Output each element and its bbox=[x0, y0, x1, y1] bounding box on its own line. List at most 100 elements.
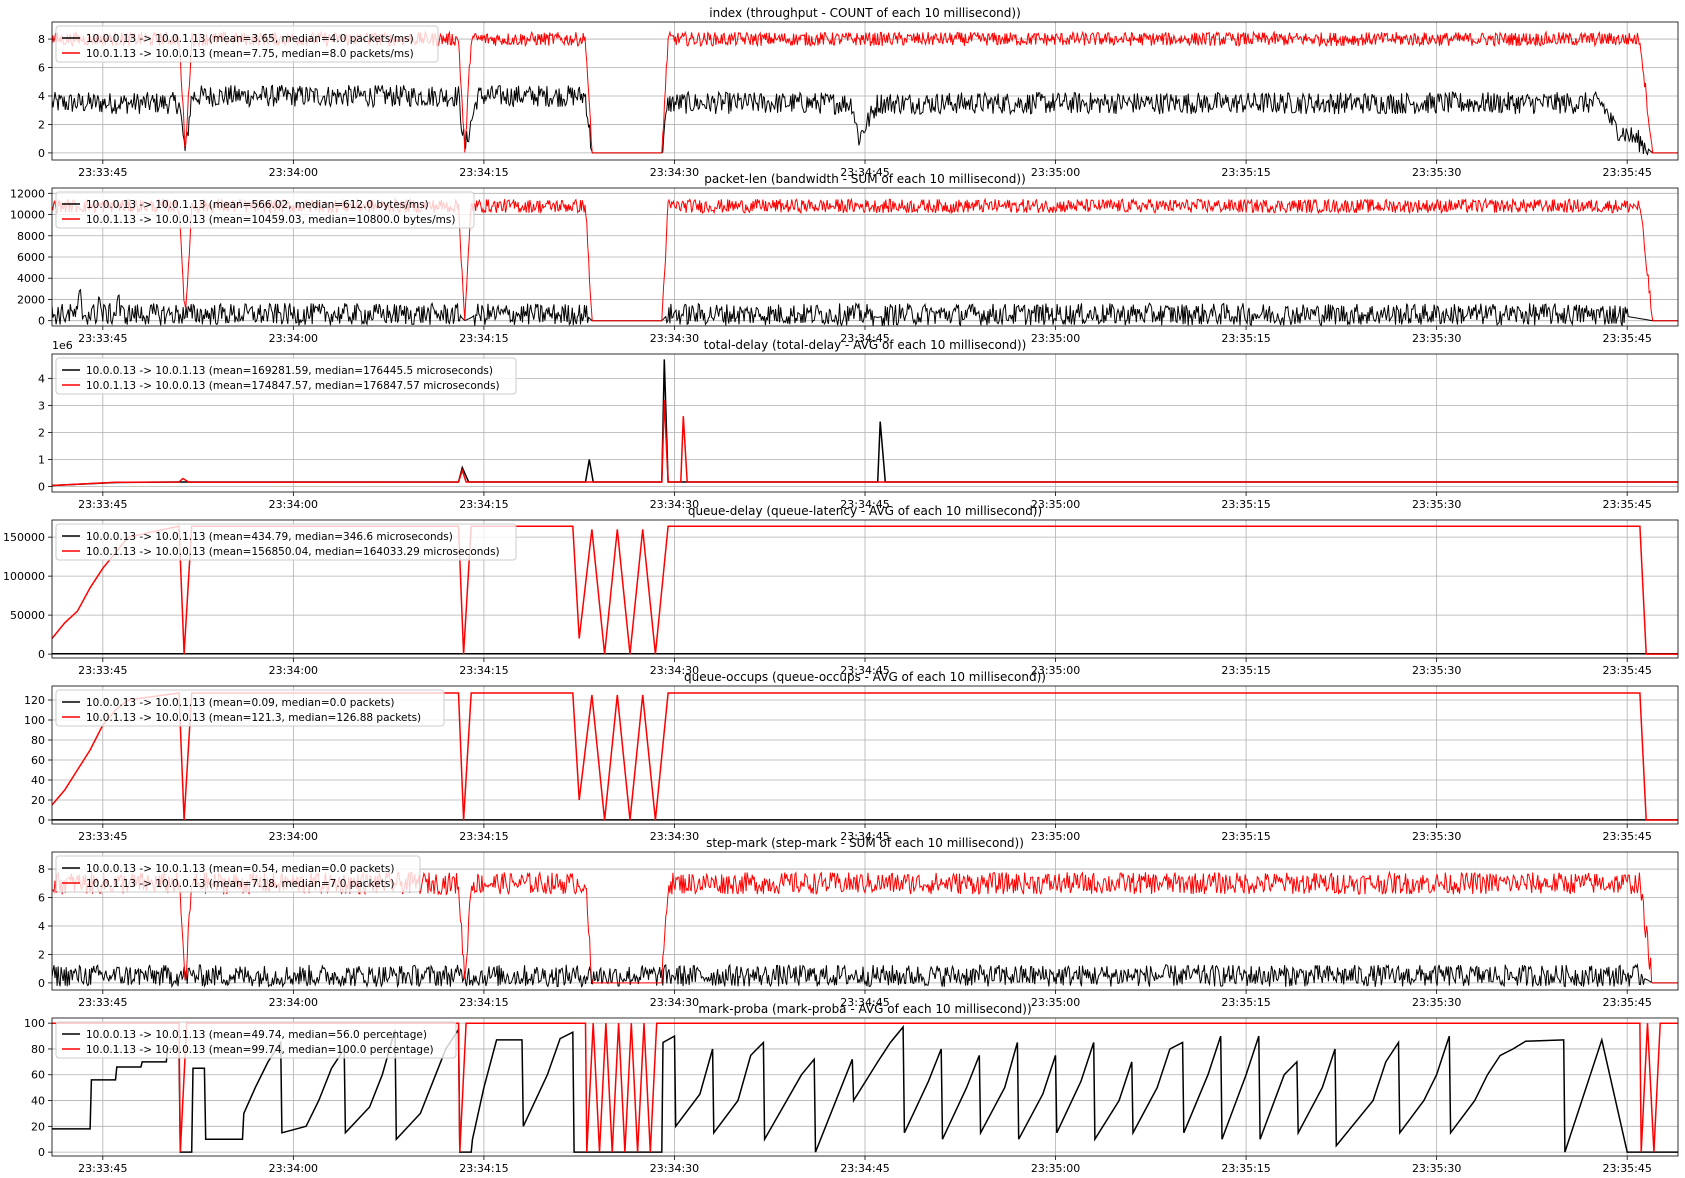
legend: 10.0.0.13 -> 10.0.1.13 (mean=0.09, media… bbox=[55, 689, 445, 727]
x-tick-label: 23:35:30 bbox=[1412, 166, 1461, 179]
legend: 10.0.0.13 -> 10.0.1.13 (mean=169281.59, … bbox=[55, 357, 517, 395]
x-tick-label: 23:35:45 bbox=[1602, 498, 1651, 511]
y-tick-label: 100000 bbox=[3, 570, 45, 583]
x-tick-label: 23:34:45 bbox=[840, 830, 889, 843]
x-tick-label: 23:34:15 bbox=[459, 498, 508, 511]
plot-frame bbox=[51, 685, 1679, 825]
panel-title: packet-len (bandwidth - SUM of each 10 m… bbox=[704, 172, 1026, 186]
panel-3: 0 1 2 3 4 23:33:45 23:34:00 23:34:15 23:34:30 23:… bbox=[38, 338, 1679, 511]
x-tick-label: 23:35:45 bbox=[1602, 996, 1651, 1009]
x-tick-label: 23:34:15 bbox=[459, 1162, 508, 1175]
x-tick-label: 23:33:45 bbox=[78, 498, 127, 511]
x-tick-label: 23:35:45 bbox=[1602, 830, 1651, 843]
legend-label: 10.0.0.13 -> 10.0.1.13 (mean=3.65, media… bbox=[86, 33, 414, 45]
x-tick-label: 23:33:45 bbox=[78, 1162, 127, 1175]
y-tick-label: 20 bbox=[31, 794, 45, 807]
panel-title: step-mark (step-mark - SUM of each 10 mi… bbox=[706, 836, 1024, 850]
x-tick-label: 23:35:45 bbox=[1602, 332, 1651, 345]
x-tick-label: 23:34:00 bbox=[269, 166, 318, 179]
legend-label: 10.0.1.13 -> 10.0.0.13 (mean=99.74, medi… bbox=[86, 1044, 434, 1056]
legend-label: 10.0.0.13 -> 10.0.1.13 (mean=169281.59, … bbox=[86, 365, 493, 377]
x-tick-label: 23:35:15 bbox=[1221, 166, 1270, 179]
legend-label: 10.0.1.13 -> 10.0.0.13 (mean=7.18, media… bbox=[86, 878, 394, 890]
x-tick-label: 23:33:45 bbox=[78, 166, 127, 179]
x-tick-label: 23:34:45 bbox=[840, 498, 889, 511]
panel-title: total-delay (total-delay - AVG of each 1… bbox=[704, 338, 1027, 352]
x-tick-label: 23:34:30 bbox=[650, 996, 699, 1009]
panel-title: queue-delay (queue-latency - AVG of each… bbox=[688, 504, 1042, 518]
y-tick-label: 20 bbox=[31, 1120, 45, 1133]
x-tick-label: 23:34:45 bbox=[840, 664, 889, 677]
x-tick-label: 23:35:15 bbox=[1221, 332, 1270, 345]
y-tick-label: 0 bbox=[38, 147, 45, 160]
series-line-1 bbox=[52, 288, 1678, 326]
legend-box bbox=[55, 191, 475, 229]
y-tick-label: 80 bbox=[31, 1043, 45, 1056]
y-tick-label: 3 bbox=[38, 399, 45, 412]
panel-6: 0 2 4 6 8 23:33:45 23:34:00 23:34:15 23:34:30 23:… bbox=[38, 836, 1679, 1009]
y-tick-label: 100 bbox=[24, 1017, 45, 1030]
panel-title: index (throughput - COUNT of each 10 mil… bbox=[709, 6, 1021, 20]
x-tick-label: 23:34:15 bbox=[459, 830, 508, 843]
y-tick-label: 0 bbox=[38, 315, 45, 328]
legend: 10.0.0.13 -> 10.0.1.13 (mean=49.74, medi… bbox=[55, 1021, 457, 1059]
panel-1: 0 2 4 6 8 23:33:45 23:34:00 23:34:15 23:34:30 23:… bbox=[38, 6, 1679, 179]
x-tick-label: 23:34:30 bbox=[650, 1162, 699, 1175]
x-tick-label: 23:34:30 bbox=[650, 332, 699, 345]
x-tick-label: 23:34:00 bbox=[269, 498, 318, 511]
legend: 10.0.0.13 -> 10.0.1.13 (mean=3.65, media… bbox=[55, 25, 439, 63]
x-tick-label: 23:33:45 bbox=[78, 996, 127, 1009]
y-tick-label: 6000 bbox=[17, 251, 45, 264]
x-tick-label: 23:35:15 bbox=[1221, 498, 1270, 511]
y-tick-label: 0 bbox=[38, 481, 45, 494]
x-tick-label: 23:34:30 bbox=[650, 830, 699, 843]
legend-box bbox=[55, 357, 517, 395]
y-tick-label: 40 bbox=[31, 774, 45, 787]
x-tick-label: 23:35:00 bbox=[1031, 996, 1080, 1009]
legend-label: 10.0.1.13 -> 10.0.0.13 (mean=121.3, medi… bbox=[86, 712, 421, 724]
series-line-1 bbox=[52, 84, 1678, 156]
x-tick-label: 23:35:00 bbox=[1031, 332, 1080, 345]
x-tick-label: 23:33:45 bbox=[78, 332, 127, 345]
x-tick-label: 23:34:45 bbox=[840, 996, 889, 1009]
legend-label: 10.0.1.13 -> 10.0.0.13 (mean=174847.57, … bbox=[86, 380, 500, 392]
y-tick-label: 8 bbox=[38, 33, 45, 46]
y-tick-label: 2000 bbox=[17, 293, 45, 306]
y-tick-label: 50000 bbox=[10, 609, 45, 622]
plot-frame bbox=[51, 187, 1679, 327]
y-tick-label: 100 bbox=[24, 714, 45, 727]
x-tick-label: 23:34:15 bbox=[459, 166, 508, 179]
legend-box bbox=[55, 25, 439, 63]
y-tick-label: 80 bbox=[31, 734, 45, 747]
x-tick-label: 23:34:45 bbox=[840, 332, 889, 345]
x-tick-label: 23:34:15 bbox=[459, 332, 508, 345]
x-tick-label: 23:34:30 bbox=[650, 498, 699, 511]
x-tick-label: 23:34:00 bbox=[269, 1162, 318, 1175]
y-tick-label: 12000 bbox=[10, 187, 45, 200]
legend-box bbox=[55, 855, 421, 893]
y-offset-label: 1e6 bbox=[52, 339, 73, 352]
x-tick-label: 23:34:00 bbox=[269, 996, 318, 1009]
y-tick-label: 4 bbox=[38, 90, 45, 103]
x-tick-label: 23:34:15 bbox=[459, 664, 508, 677]
y-tick-label: 6 bbox=[38, 892, 45, 905]
legend-box bbox=[55, 523, 517, 561]
y-tick-label: 0 bbox=[38, 977, 45, 990]
legend-box bbox=[55, 1021, 457, 1059]
x-tick-label: 23:34:30 bbox=[650, 166, 699, 179]
legend-label: 10.0.0.13 -> 10.0.1.13 (mean=566.02, med… bbox=[86, 199, 429, 211]
x-tick-label: 23:35:45 bbox=[1602, 1162, 1651, 1175]
panel-2: 0 2000 4000 6000 8000 10000 12000 23:33:45 23:34… bbox=[10, 172, 1679, 345]
x-tick-label: 23:34:00 bbox=[269, 332, 318, 345]
panel-7: 0 20 40 60 80 100 23:33:45 23:34:00 23:34:15 23:3… bbox=[24, 1002, 1679, 1175]
x-tick-label: 23:34:30 bbox=[650, 664, 699, 677]
legend-label: 10.0.0.13 -> 10.0.1.13 (mean=49.74, medi… bbox=[86, 1029, 427, 1041]
y-tick-label: 4 bbox=[38, 920, 45, 933]
legend-label: 10.0.0.13 -> 10.0.1.13 (mean=0.54, media… bbox=[86, 863, 394, 875]
plot-frame bbox=[51, 851, 1679, 991]
y-tick-label: 40 bbox=[31, 1095, 45, 1108]
series-group bbox=[52, 1022, 1678, 1153]
legend: 10.0.0.13 -> 10.0.1.13 (mean=434.79, med… bbox=[55, 523, 517, 561]
legend: 10.0.0.13 -> 10.0.1.13 (mean=0.54, media… bbox=[55, 855, 421, 893]
legend-box bbox=[55, 689, 445, 727]
